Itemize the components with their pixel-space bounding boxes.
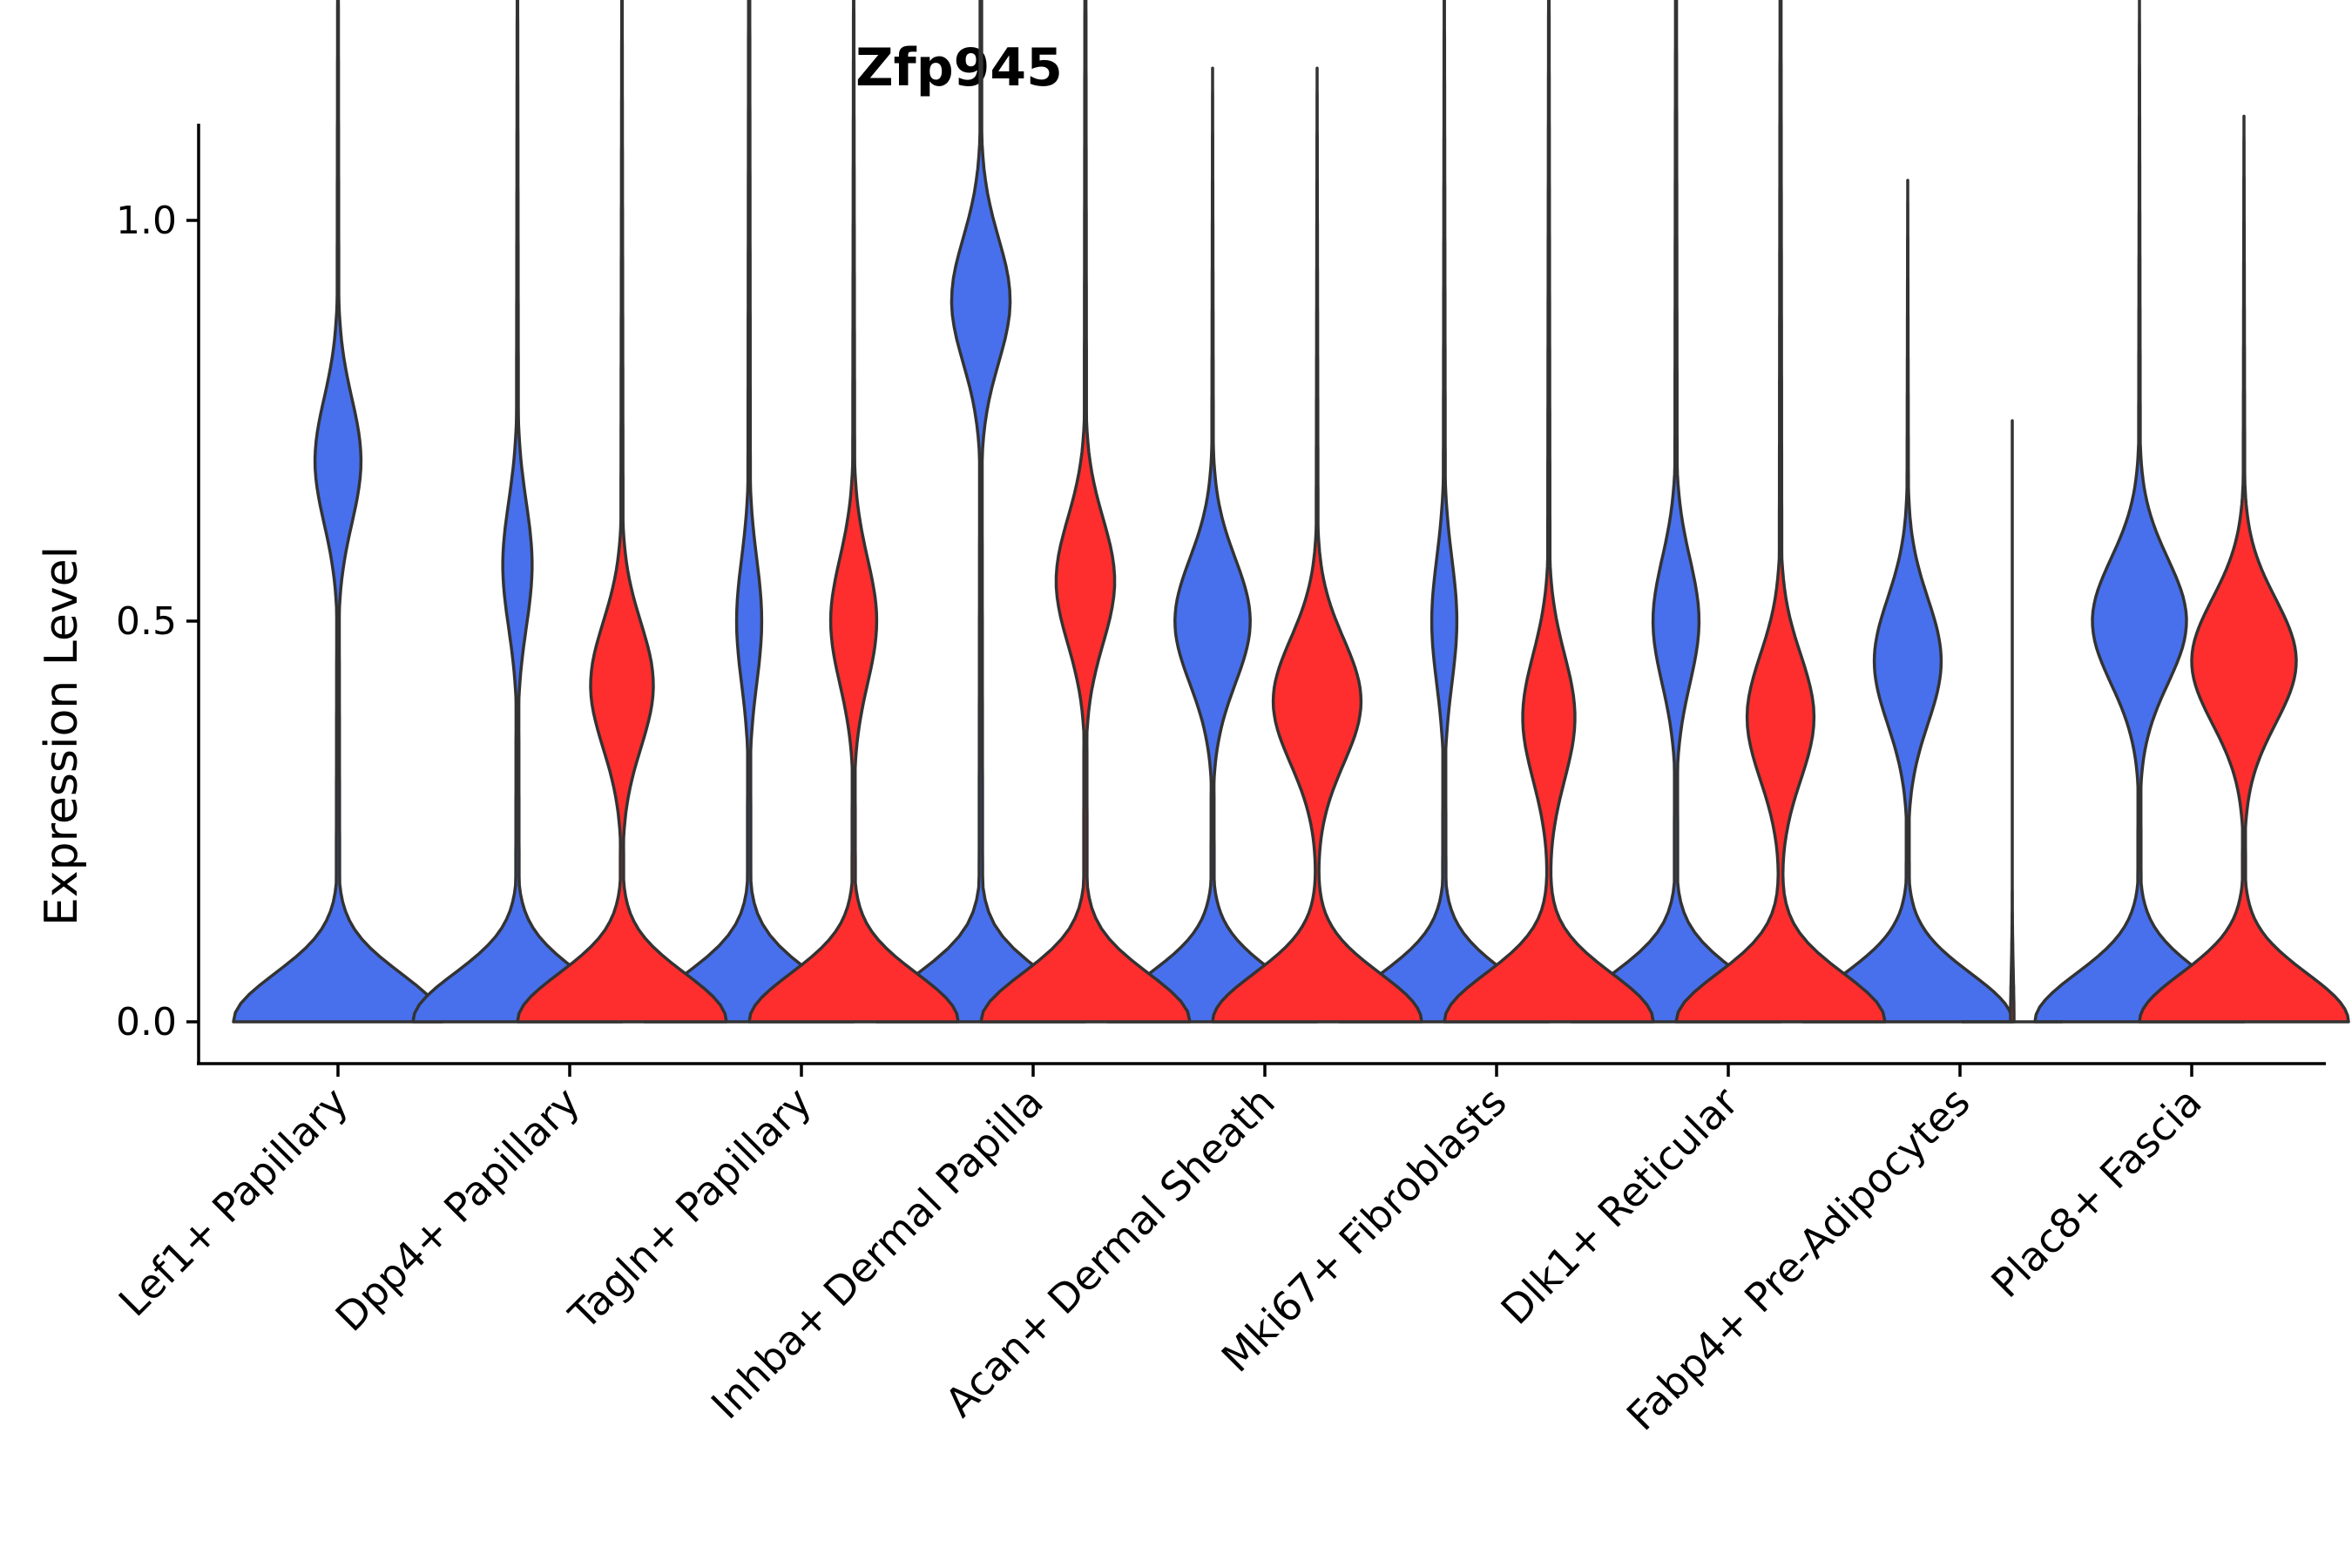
- violin-red-6: [1674, 0, 1887, 1024]
- violin-blue-7: [1801, 179, 2014, 1024]
- y-axis-label: Expression Level: [36, 546, 88, 926]
- violin-blue-6: [1570, 0, 1782, 1024]
- violin-blue-3: [875, 0, 1087, 1024]
- violin-group: [232, 0, 2350, 1024]
- violin-red-5: [1443, 0, 1655, 1024]
- violin-red-8: [2138, 114, 2350, 1024]
- violin-red-3: [979, 0, 1192, 1024]
- x-tick-label: Tagln+ Papillary: [559, 1078, 821, 1340]
- y-axis-ticks: 0.00.51.01.52.0: [116, 199, 199, 1044]
- x-tick-label: Dpp4+ Papillary: [327, 1078, 589, 1341]
- y-tick-label: 1.0: [116, 199, 177, 243]
- violin-red-7: [2009, 419, 2016, 1024]
- x-tick-label: Lef1+ Papillary: [110, 1078, 357, 1326]
- y-tick-label: 0.0: [116, 1000, 177, 1044]
- violin-blue-8: [2033, 0, 2246, 1024]
- violin-blue-1: [411, 0, 624, 1024]
- violin-red-1: [516, 0, 728, 1024]
- y-tick-label: 0.5: [116, 599, 177, 644]
- violin-blue-5: [1338, 0, 1551, 1024]
- violin-blue-0: [232, 0, 444, 1024]
- violin-blue-4: [1106, 66, 1319, 1024]
- x-tick-label: Plac8+ Fascia: [1982, 1078, 2210, 1307]
- violin-red-4: [1211, 66, 1423, 1024]
- x-tick-label: Dlk1+ Reticular: [1492, 1078, 1747, 1334]
- violin-red-2: [747, 0, 960, 1024]
- violin-blue-2: [643, 0, 855, 1024]
- chart-title: Zfp945: [855, 37, 1063, 98]
